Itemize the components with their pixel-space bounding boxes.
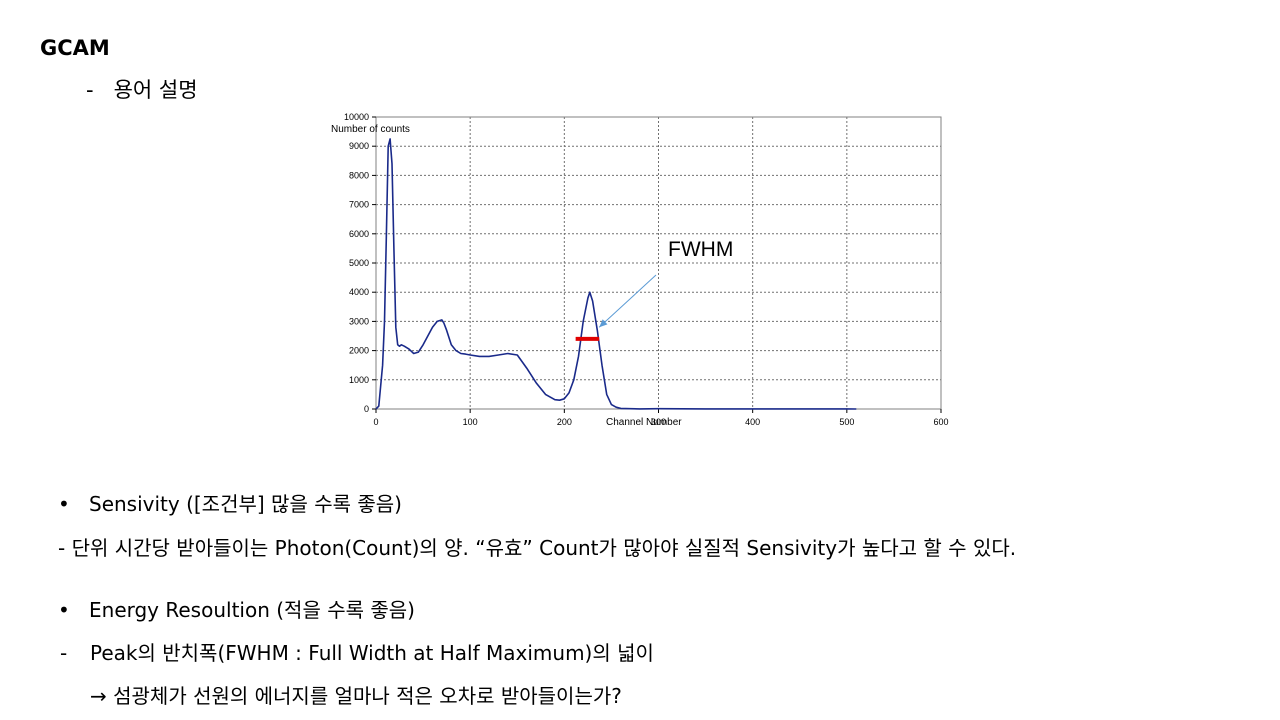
y-tick-label: 8000 [349, 170, 369, 180]
sensitivity-heading: • Sensivity ([조건부] 많을 수록 좋음) [58, 488, 402, 517]
energy-note: → 섬광체가 선원의 에너지를 얼마나 적은 오차로 받아들이는가? [90, 684, 622, 708]
fwhm-label: FWHM [668, 238, 733, 261]
x-tick-label: 300 [651, 417, 666, 427]
energy-heading: • Energy Resoultion (적을 수록 좋음) [58, 594, 415, 623]
x-tick-label: 0 [373, 417, 378, 427]
y-axis-label: Number of counts [331, 124, 410, 135]
x-tick-label: 200 [557, 417, 572, 427]
x-tick-label: 500 [839, 417, 854, 427]
energy-description: - Peak의 반치폭(FWHM : Full Width at Half Max… [60, 637, 654, 666]
energy-dash: - [60, 641, 68, 665]
sensitivity-title: Sensivity ([조건부] 많을 수록 좋음) [89, 492, 402, 516]
slide-title: GCAM [40, 36, 110, 60]
energy-desc-text: Peak의 반치폭(FWHM : Full Width at Half Maxi… [90, 641, 654, 665]
sensitivity-description: - 단위 시간당 받아들이는 Photon(Count)의 양. “유효” Co… [58, 536, 1017, 560]
y-tick-label: 1000 [349, 375, 369, 385]
y-tick-label: 4000 [349, 287, 369, 297]
x-tick-label: 600 [933, 417, 948, 427]
energy-title: Energy Resoultion (적을 수록 좋음) [89, 598, 415, 622]
y-tick-label: 9000 [349, 141, 369, 151]
subtitle-dash: - [86, 78, 94, 102]
x-tick-label: 400 [745, 417, 760, 427]
y-tick-label: 2000 [349, 346, 369, 356]
y-tick-label: 3000 [349, 316, 369, 326]
subtitle-text: 용어 설명 [113, 78, 198, 102]
bullet-icon: • [58, 492, 70, 516]
chart-grid [376, 117, 941, 409]
x-axis-label: Channel Number [606, 417, 682, 428]
y-tick-label: 7000 [349, 200, 369, 210]
slide-subtitle: - 용어 설명 [86, 74, 198, 104]
y-tick-labels: 0 1000 2000 3000 4000 5000 6000 7000 8000 9000 100… [344, 112, 376, 414]
y-tick-label: 10000 [344, 112, 369, 122]
series-line [375, 138, 857, 410]
y-tick-label: 5000 [349, 258, 369, 268]
x-tick-label: 100 [463, 417, 478, 427]
bullet-icon: • [58, 598, 70, 622]
x-tick-labels: 0 100 200 300 400 500 600 [373, 409, 949, 427]
y-tick-label: 6000 [349, 229, 369, 239]
fwhm-arrow [598, 274, 657, 328]
y-tick-label: 0 [364, 404, 369, 414]
fwhm-arrowhead [599, 319, 608, 328]
